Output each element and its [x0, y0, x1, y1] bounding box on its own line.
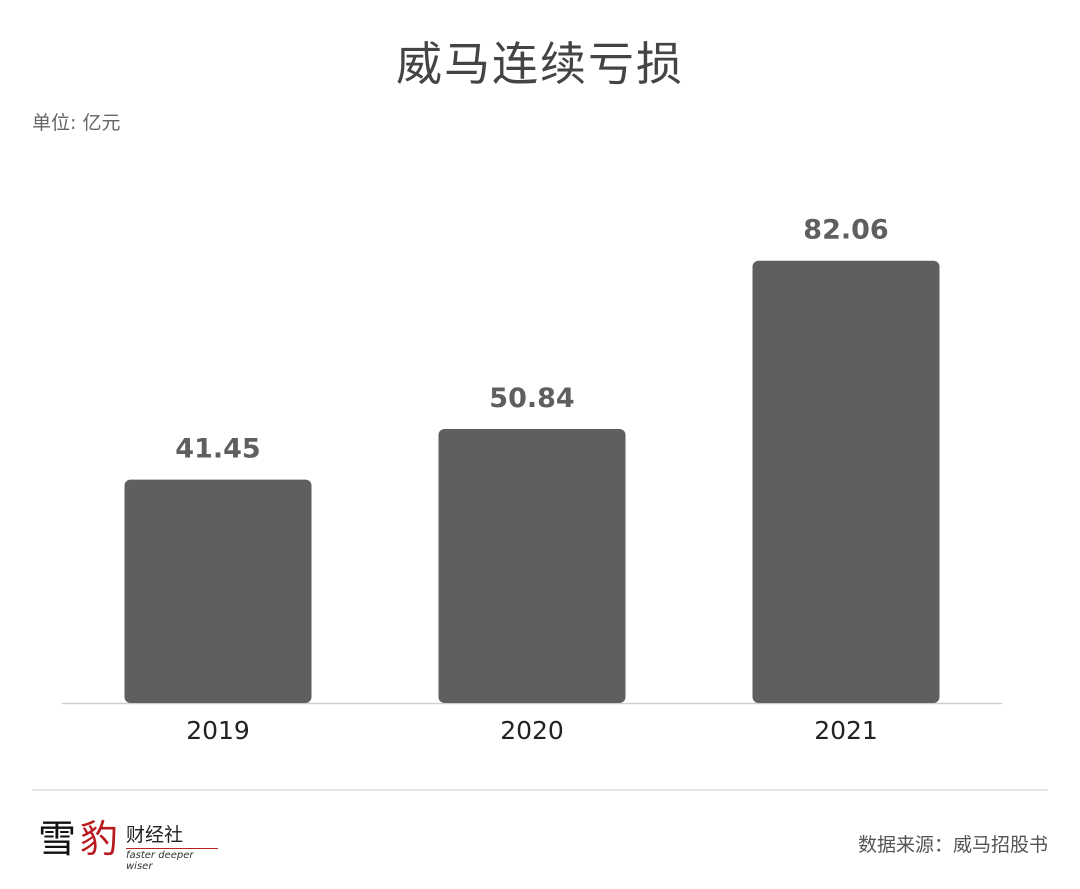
data-label: 41.45: [175, 434, 260, 465]
x-tick-label: 2021: [814, 716, 878, 745]
bar-2020: [438, 428, 626, 703]
x-tick-label: 2019: [186, 716, 250, 745]
bar-2019: [124, 479, 312, 703]
logo-name: 财经社: [126, 824, 184, 846]
bar-2021: [752, 260, 940, 703]
data-label: 82.06: [803, 215, 888, 246]
x-tick-label: 2020: [500, 716, 564, 745]
divider: [32, 789, 1048, 791]
logo-tagline: faster deeper wiser: [126, 848, 218, 872]
unit-label: 单位: 亿元: [32, 112, 121, 134]
chart-title: 威马连续亏损: [396, 37, 684, 91]
logo-char-2: 豹: [80, 817, 119, 861]
data-source: 数据来源：威马招股书: [857, 834, 1048, 856]
bar-chart: 41.45 2019 50.84 2020 82.06 2021: [62, 215, 1002, 745]
data-label: 50.84: [489, 383, 574, 414]
brand-logo: 雪 豹 财经社 faster deeper wiser: [38, 817, 218, 872]
logo-char-1: 雪: [38, 817, 77, 861]
